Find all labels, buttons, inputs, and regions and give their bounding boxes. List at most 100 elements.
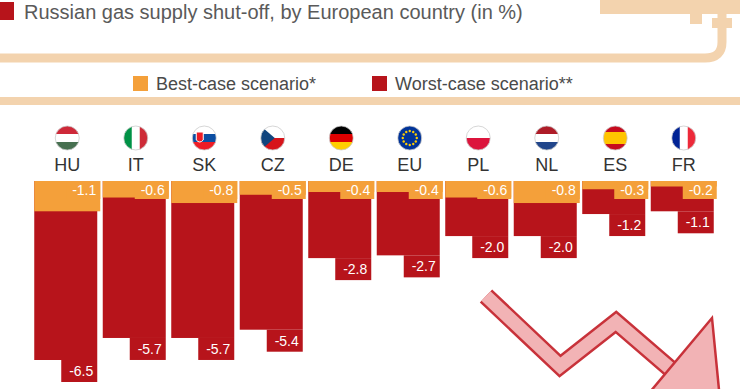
data-labels: -6.5-5.7-5.7-5.4-2.8-2.7-2.0-2.0-1.2-1.1… — [61, 181, 717, 382]
data-label-box — [472, 236, 508, 258]
data-label: -0.4 — [346, 182, 370, 198]
data-label-box — [203, 181, 237, 199]
flag-stripe — [535, 126, 559, 135]
data-label: -5.7 — [138, 341, 162, 357]
data-label-box — [678, 211, 714, 233]
pipe-decoration — [600, 0, 740, 14]
bar — [171, 181, 237, 203]
flag-border — [329, 126, 353, 150]
flag-star — [409, 144, 411, 146]
category-label: IT — [128, 155, 144, 175]
flag-stripe — [132, 126, 141, 150]
legend-label: Worst-case scenario** — [395, 74, 573, 94]
data-label: -0.8 — [209, 182, 233, 198]
flag-border — [466, 126, 490, 150]
bar — [308, 181, 371, 258]
category-label: HU — [54, 155, 80, 175]
data-label: -2.0 — [480, 239, 504, 255]
flag-star — [415, 140, 417, 142]
arrow-outline — [486, 296, 688, 384]
flag-border — [398, 126, 422, 150]
data-label: -0.5 — [278, 182, 302, 198]
data-label-box — [546, 181, 580, 199]
flag-stripe — [466, 126, 490, 139]
flag — [55, 126, 79, 151]
flag — [672, 126, 697, 150]
flag-star — [402, 140, 404, 142]
data-label: -5.7 — [206, 341, 230, 357]
category-label: PL — [467, 155, 489, 175]
flag-star — [402, 133, 404, 135]
arrow-head — [650, 318, 720, 389]
bar — [377, 181, 440, 255]
legend-swatch — [133, 76, 148, 91]
data-label: -0.6 — [141, 182, 165, 198]
data-label: -0.4 — [415, 182, 439, 198]
legend-swatch — [372, 76, 387, 91]
data-label-box — [130, 338, 166, 360]
data-label: -1.2 — [617, 217, 641, 233]
data-label: -2.7 — [412, 258, 436, 274]
flag-body — [466, 126, 490, 151]
flag-stripe — [680, 126, 689, 150]
flag — [329, 126, 353, 151]
data-label: -0.3 — [620, 182, 644, 198]
arrow-decoration — [486, 296, 720, 389]
flag-body — [329, 126, 353, 151]
flag-stripe — [329, 134, 353, 143]
flag-star — [402, 137, 404, 139]
data-label: -0.8 — [552, 182, 576, 198]
data-label-box — [683, 181, 717, 199]
flag-border — [261, 126, 285, 150]
flag-star — [409, 130, 411, 132]
flag-body — [603, 126, 627, 151]
data-label: -1.1 — [686, 214, 710, 230]
flag-star — [412, 131, 414, 133]
flag-stripe — [55, 134, 79, 143]
bar — [514, 181, 580, 203]
flag-border — [672, 126, 696, 150]
data-label-box — [272, 181, 306, 199]
flag-border — [55, 126, 79, 150]
title-marker — [0, 2, 14, 20]
flag — [398, 126, 422, 150]
flag-border — [192, 126, 216, 150]
flag-stripe — [55, 126, 79, 135]
flag-star — [415, 133, 417, 135]
data-label: -6.5 — [69, 363, 93, 379]
bar — [34, 181, 100, 211]
flag-stripe — [672, 126, 681, 150]
category-label: NL — [535, 155, 558, 175]
chart: Russian gas supply shut-off, by European… — [0, 0, 740, 389]
flag-body — [124, 126, 149, 150]
flag-star — [416, 137, 418, 139]
flag — [466, 126, 490, 151]
flag-stripe — [329, 126, 353, 135]
flag-star — [405, 131, 407, 133]
category-label: CZ — [261, 155, 285, 175]
pipe-decoration — [690, 0, 702, 24]
flag-body — [55, 126, 79, 151]
data-label-box — [66, 181, 100, 199]
category-label: ES — [603, 155, 627, 175]
title: Russian gas supply shut-off, by European… — [24, 1, 523, 23]
flag-star — [405, 143, 407, 145]
category-label: SK — [192, 155, 216, 175]
data-label: -0.6 — [483, 182, 507, 198]
pipe-decoration — [712, 18, 732, 28]
flag — [124, 126, 149, 150]
data-label: -0.2 — [689, 182, 713, 198]
flag-body — [535, 126, 559, 151]
bar — [240, 181, 303, 330]
flag-crest — [196, 132, 203, 142]
flag-body — [261, 126, 285, 151]
data-label-box — [335, 258, 371, 280]
flag-stripe — [603, 144, 627, 151]
data-label: -5.4 — [275, 333, 299, 349]
flag-triangle — [261, 126, 275, 150]
data-label-box — [477, 181, 511, 199]
legend-label: Best-case scenario* — [156, 74, 316, 94]
flag-stripe — [466, 138, 490, 151]
data-label-box — [609, 214, 645, 236]
bar — [171, 181, 234, 338]
